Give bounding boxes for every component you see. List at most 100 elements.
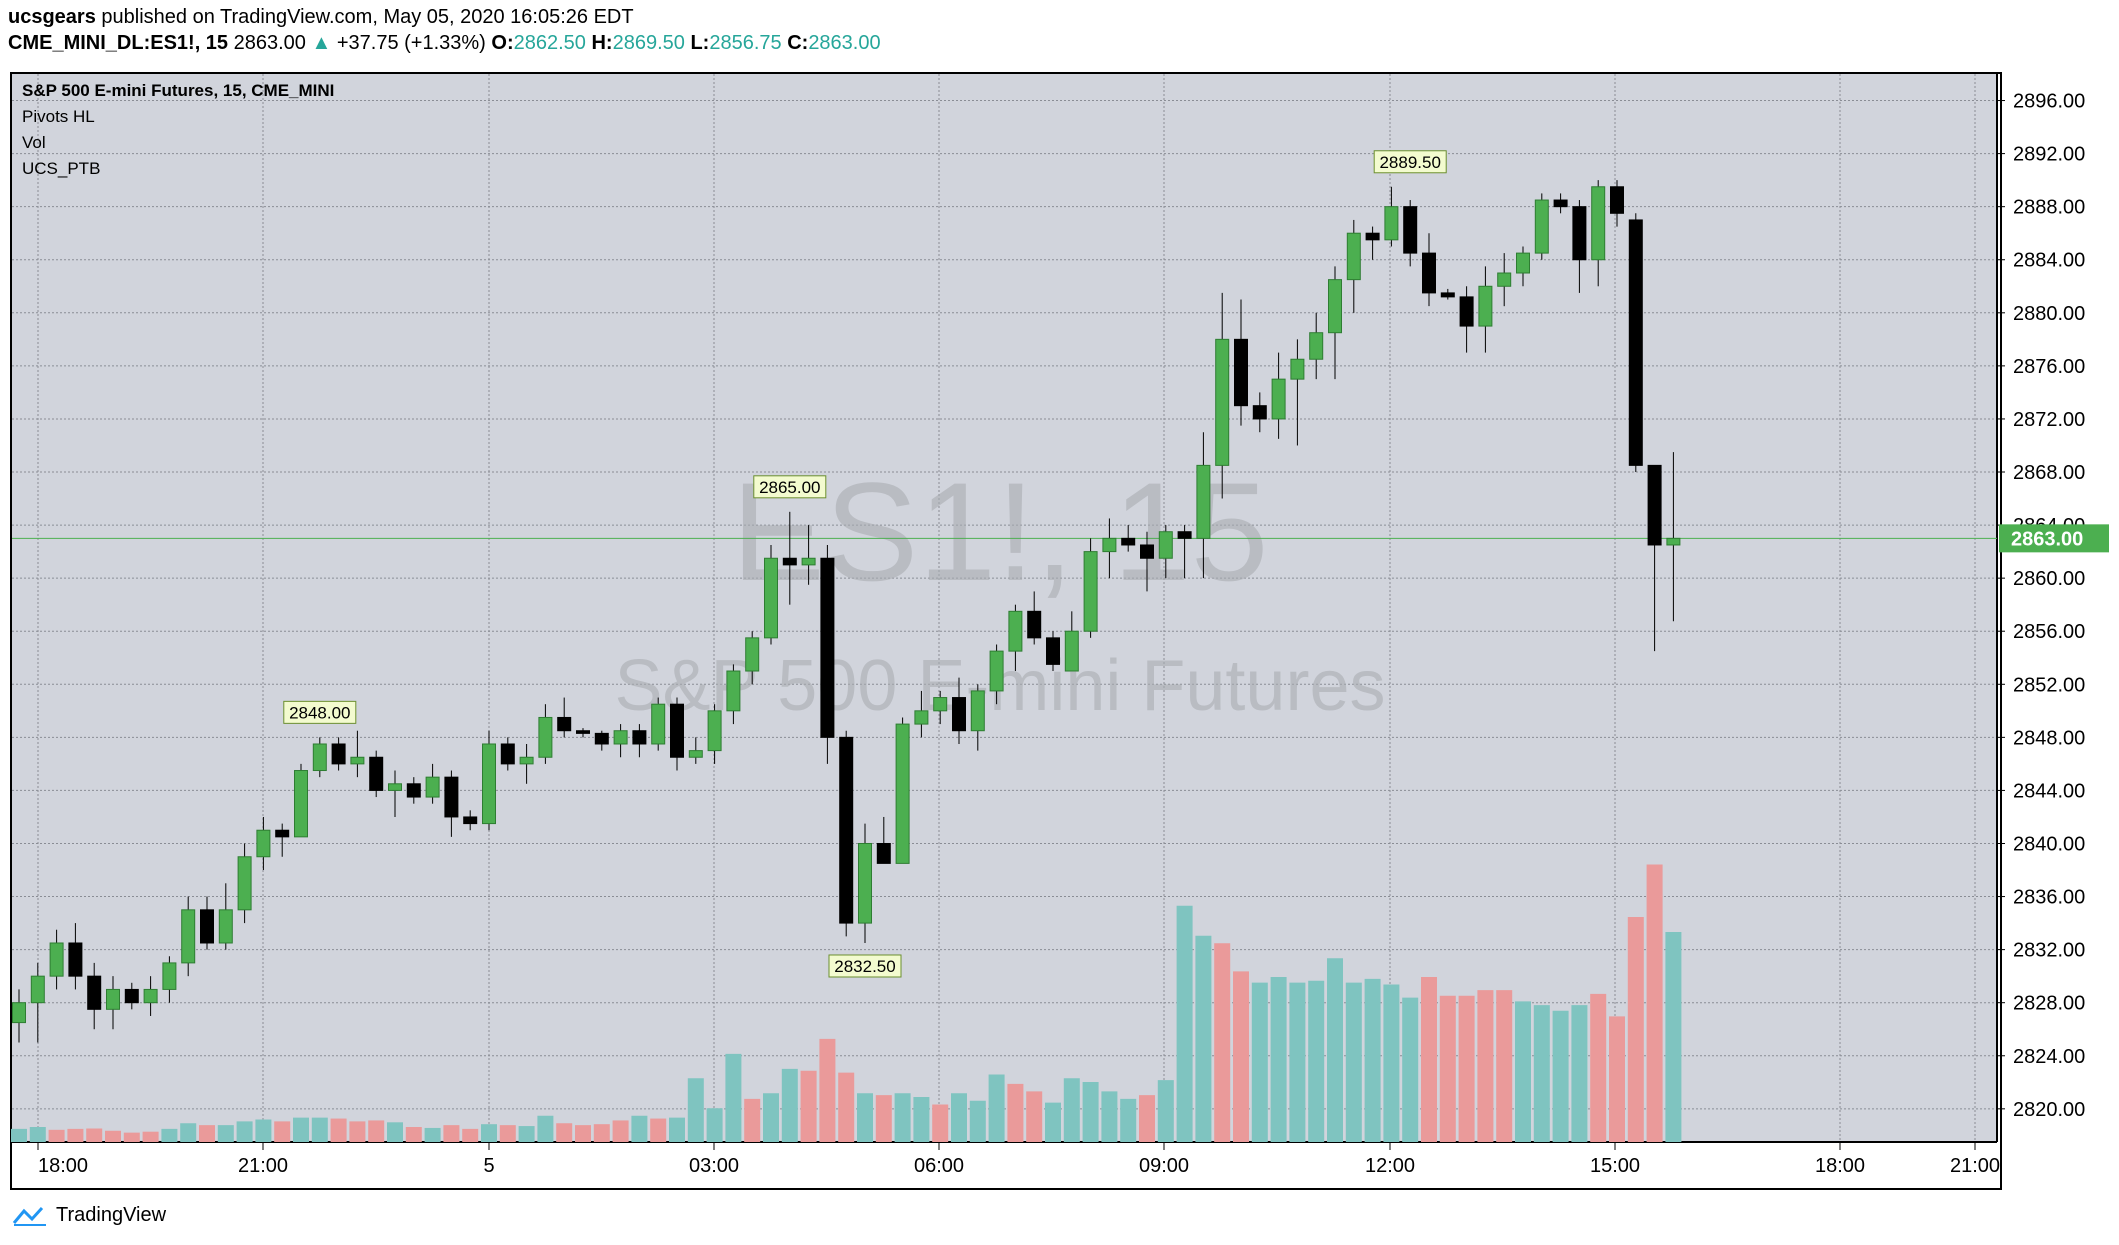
volume-bar <box>236 1121 253 1142</box>
candle-up <box>312 743 327 772</box>
volume-bar <box>1063 1078 1080 1142</box>
legend-item-ucs[interactable]: UCS_PTB <box>22 159 101 178</box>
x-tick-label: 18:00 <box>38 1155 88 1177</box>
volume-bar <box>1308 980 1325 1142</box>
y-tick-label: 2828.00 <box>2013 993 2085 1015</box>
legend-title[interactable]: S&P 500 E-mini Futures, 15, CME_MINI <box>22 81 335 100</box>
candle-up <box>1309 332 1324 360</box>
volume-bar <box>593 1124 610 1142</box>
candle-up <box>1497 272 1512 287</box>
candle-down <box>463 816 478 825</box>
candle-down <box>782 557 797 566</box>
candle-down <box>1610 186 1624 214</box>
volume-bar <box>274 1121 291 1142</box>
candle-down <box>594 732 609 745</box>
legend-item-pivots[interactable]: Pivots HL <box>22 107 95 126</box>
candle-down <box>331 743 346 765</box>
candle-up <box>388 783 402 791</box>
candle-down <box>1046 637 1060 665</box>
candle-up <box>989 650 1004 692</box>
y-tick-label: 2892.00 <box>2013 144 2085 166</box>
volume-bar <box>368 1120 385 1142</box>
candle-down <box>557 716 572 732</box>
x-tick-label: 18:00 <box>1815 1155 1865 1177</box>
volume-bar <box>875 1095 892 1142</box>
candle-up <box>1008 610 1023 652</box>
volume-bar <box>1421 977 1437 1142</box>
volume-bar <box>1665 932 1682 1142</box>
candle-up <box>1384 206 1399 241</box>
volume-bar <box>349 1121 366 1142</box>
volume-bar <box>1082 1082 1099 1142</box>
legend-item-vol[interactable]: Vol <box>22 133 46 152</box>
x-tick-label: 21:00 <box>238 1155 288 1177</box>
publisher-name[interactable]: ucsgears <box>8 6 96 28</box>
volume-bar <box>800 1070 817 1142</box>
pivot-label: 2865.00 <box>759 478 820 497</box>
y-tick-label: 2840.00 <box>2013 833 2085 855</box>
candle-down <box>124 988 139 1004</box>
candle-up <box>1478 285 1493 327</box>
y-tick-label: 2820.00 <box>2013 1099 2085 1121</box>
tradingview-brand[interactable]: TradingView <box>56 1204 167 1226</box>
candle-down <box>1440 292 1455 298</box>
volume-bar <box>1571 1005 1588 1142</box>
candle-down <box>820 557 835 738</box>
volume-bar <box>556 1123 573 1142</box>
volume-bar <box>1533 1005 1550 1142</box>
y-tick-label: 2868.00 <box>2013 462 2085 484</box>
candle-up <box>143 988 158 1004</box>
volume-bar <box>1195 935 1212 1142</box>
price-change: +37.75 (+1.33%) <box>336 32 486 54</box>
change-up-icon: ▲ <box>311 32 332 54</box>
volume-bar <box>537 1115 554 1142</box>
candle-down <box>1140 544 1154 559</box>
volume-bar <box>913 1097 930 1142</box>
volume-bar <box>1139 1095 1155 1142</box>
volume-bar <box>499 1125 516 1142</box>
volume-bar <box>932 1104 949 1142</box>
y-tick-label: 2876.00 <box>2013 356 2085 378</box>
volume-bar <box>1233 971 1249 1142</box>
candle-up <box>162 962 177 990</box>
candle-up <box>519 756 534 765</box>
volume-bar <box>650 1118 667 1142</box>
candle-down <box>1027 610 1042 639</box>
volume-bar <box>781 1068 798 1142</box>
candle-up <box>895 723 910 864</box>
volume-bar <box>1402 997 1419 1142</box>
candle-up <box>1516 252 1530 274</box>
y-tick-label: 2880.00 <box>2013 303 2085 325</box>
x-tick-label: 03:00 <box>689 1155 739 1177</box>
volume-bar <box>387 1122 403 1142</box>
volume-bar <box>1439 995 1456 1142</box>
candle-down <box>1422 252 1436 294</box>
volume-bar <box>1026 1091 1043 1142</box>
pivot-label-box <box>283 700 357 724</box>
volume-bar <box>1590 993 1607 1142</box>
volume-bar <box>1157 1080 1174 1142</box>
candle-down <box>1365 232 1380 241</box>
y-tick-label: 2852.00 <box>2013 674 2085 696</box>
ohlc-line: CME_MINI_DL:ES1!, 15 2863.00 ▲ +37.75 (+… <box>8 30 881 56</box>
candle-up <box>801 557 816 566</box>
pivot-label: 2889.50 <box>1379 153 1440 172</box>
candle-up <box>745 637 760 672</box>
volume-bar <box>669 1117 685 1142</box>
y-tick-label: 2856.00 <box>2013 621 2085 643</box>
volume-bar <box>330 1118 347 1142</box>
candle-up <box>1534 199 1549 254</box>
volume-bar <box>1364 978 1381 1142</box>
volume-bar <box>988 1074 1005 1142</box>
candle-up <box>1102 537 1117 553</box>
candle-up <box>1328 279 1342 334</box>
volume-bar <box>199 1125 215 1142</box>
pivot-label-box <box>753 475 827 499</box>
close-value: 2863.00 <box>808 32 881 54</box>
volume-bar <box>1289 982 1306 1142</box>
chart-header: ucsgears published on TradingView.com, M… <box>8 4 881 56</box>
volume-bar <box>1045 1102 1061 1142</box>
volume-bar <box>1176 905 1193 1142</box>
open-value: 2862.50 <box>513 32 586 54</box>
